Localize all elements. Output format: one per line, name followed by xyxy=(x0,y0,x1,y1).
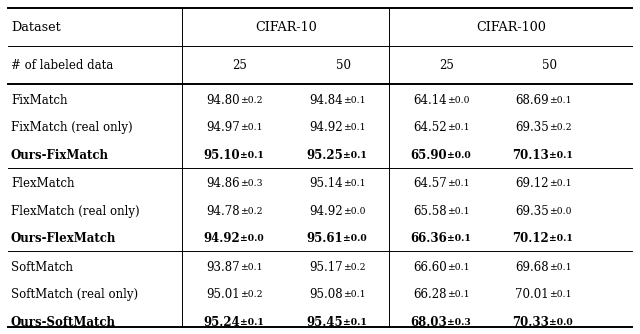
Text: ±0.2: ±0.2 xyxy=(240,207,262,215)
Text: ±0.1: ±0.1 xyxy=(240,151,264,160)
Text: ±0.1: ±0.1 xyxy=(343,318,367,327)
Text: ±0.1: ±0.1 xyxy=(447,207,469,215)
Text: 94.78: 94.78 xyxy=(206,205,240,217)
Text: 69.35: 69.35 xyxy=(515,205,549,217)
Text: ±0.1: ±0.1 xyxy=(343,179,365,188)
Text: 95.01: 95.01 xyxy=(206,288,240,301)
Text: ±0.1: ±0.1 xyxy=(240,318,264,327)
Text: ±0.0: ±0.0 xyxy=(549,318,573,327)
Text: 95.10: 95.10 xyxy=(204,149,240,162)
Text: ±0.1: ±0.1 xyxy=(343,96,365,105)
Text: 95.08: 95.08 xyxy=(309,288,343,301)
Text: 50: 50 xyxy=(335,59,351,71)
Text: 64.14: 64.14 xyxy=(413,94,447,107)
Text: 95.61: 95.61 xyxy=(307,232,343,245)
Text: ±0.0: ±0.0 xyxy=(343,234,367,243)
Text: 64.57: 64.57 xyxy=(413,177,447,190)
Text: SoftMatch: SoftMatch xyxy=(11,261,73,274)
Text: Ours-FixMatch: Ours-FixMatch xyxy=(11,149,109,162)
Text: ±0.1: ±0.1 xyxy=(447,234,470,243)
Text: 94.92: 94.92 xyxy=(204,232,240,245)
Text: ±0.1: ±0.1 xyxy=(549,263,572,272)
Text: 66.28: 66.28 xyxy=(413,288,447,301)
Text: ±0.2: ±0.2 xyxy=(240,290,262,299)
Text: ±0.1: ±0.1 xyxy=(343,151,367,160)
Text: ±0.2: ±0.2 xyxy=(240,96,262,105)
Text: 70.01: 70.01 xyxy=(515,288,549,301)
Text: 70.12: 70.12 xyxy=(513,232,549,245)
Text: 94.92: 94.92 xyxy=(309,205,343,217)
Text: 93.87: 93.87 xyxy=(206,261,240,274)
Text: 69.68: 69.68 xyxy=(515,261,549,274)
Text: ±0.1: ±0.1 xyxy=(447,290,469,299)
Text: Ours-SoftMatch: Ours-SoftMatch xyxy=(11,316,116,329)
Text: 94.86: 94.86 xyxy=(206,177,240,190)
Text: 95.45: 95.45 xyxy=(307,316,343,329)
Text: ±0.1: ±0.1 xyxy=(240,263,262,272)
Text: 69.12: 69.12 xyxy=(516,177,549,190)
Text: ±0.1: ±0.1 xyxy=(447,263,469,272)
Text: 95.14: 95.14 xyxy=(309,177,343,190)
Text: ±0.0: ±0.0 xyxy=(549,207,572,215)
Text: ±0.1: ±0.1 xyxy=(343,290,365,299)
Text: 25: 25 xyxy=(439,59,454,71)
Text: 95.25: 95.25 xyxy=(307,149,343,162)
Text: CIFAR-10: CIFAR-10 xyxy=(255,21,317,34)
Text: 68.03: 68.03 xyxy=(410,316,447,329)
Text: 65.58: 65.58 xyxy=(413,205,447,217)
Text: 70.33: 70.33 xyxy=(512,316,549,329)
Text: 68.69: 68.69 xyxy=(515,94,549,107)
Text: ±0.3: ±0.3 xyxy=(447,318,470,327)
Text: ±0.3: ±0.3 xyxy=(240,179,262,188)
Text: ±0.1: ±0.1 xyxy=(549,179,572,188)
Text: ±0.1: ±0.1 xyxy=(447,179,469,188)
Text: ±0.0: ±0.0 xyxy=(343,207,365,215)
Text: FixMatch (real only): FixMatch (real only) xyxy=(11,121,132,134)
Text: ±0.2: ±0.2 xyxy=(549,123,572,132)
Text: 66.36: 66.36 xyxy=(410,232,447,245)
Text: FixMatch: FixMatch xyxy=(11,94,67,107)
Text: # of labeled data: # of labeled data xyxy=(11,59,113,71)
Text: 94.80: 94.80 xyxy=(206,94,240,107)
Text: ±0.1: ±0.1 xyxy=(549,290,572,299)
Text: ±0.1: ±0.1 xyxy=(549,96,572,105)
Text: SoftMatch (real only): SoftMatch (real only) xyxy=(11,288,138,301)
Text: ±0.1: ±0.1 xyxy=(343,123,365,132)
Text: 50: 50 xyxy=(541,59,557,71)
Text: 70.13: 70.13 xyxy=(513,149,549,162)
Text: FlexMatch: FlexMatch xyxy=(11,177,74,190)
Text: ±0.0: ±0.0 xyxy=(447,151,470,160)
Text: 66.60: 66.60 xyxy=(413,261,447,274)
Text: 95.17: 95.17 xyxy=(309,261,343,274)
Text: 95.24: 95.24 xyxy=(204,316,240,329)
Text: Ours-FlexMatch: Ours-FlexMatch xyxy=(11,232,116,245)
Text: ±0.1: ±0.1 xyxy=(549,151,573,160)
Text: FlexMatch (real only): FlexMatch (real only) xyxy=(11,205,140,217)
Text: 69.35: 69.35 xyxy=(515,121,549,134)
Text: ±0.0: ±0.0 xyxy=(240,234,264,243)
Text: Dataset: Dataset xyxy=(11,21,61,34)
Text: 64.52: 64.52 xyxy=(413,121,447,134)
Text: 25: 25 xyxy=(232,59,248,71)
Text: CIFAR-100: CIFAR-100 xyxy=(476,21,546,34)
Text: 65.90: 65.90 xyxy=(410,149,447,162)
Text: ±0.0: ±0.0 xyxy=(447,96,469,105)
Text: ±0.1: ±0.1 xyxy=(549,234,573,243)
Text: 94.92: 94.92 xyxy=(309,121,343,134)
Text: ±0.1: ±0.1 xyxy=(240,123,262,132)
Text: 94.84: 94.84 xyxy=(309,94,343,107)
Text: 94.97: 94.97 xyxy=(206,121,240,134)
Text: ±0.2: ±0.2 xyxy=(343,263,365,272)
Text: ±0.1: ±0.1 xyxy=(447,123,469,132)
